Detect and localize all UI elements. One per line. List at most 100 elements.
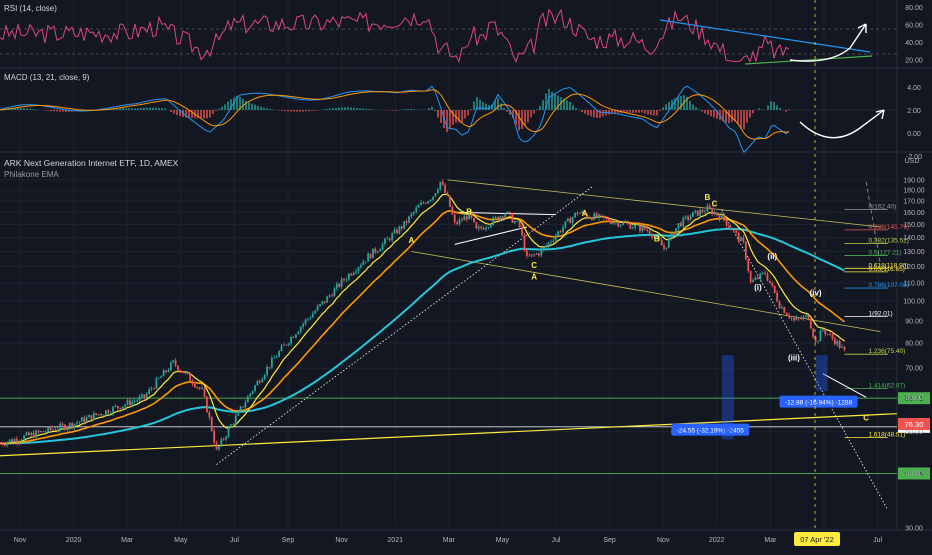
candle-body xyxy=(779,301,781,308)
time-tick: Nov xyxy=(335,537,348,544)
candle-body xyxy=(641,226,643,231)
candle-body xyxy=(341,279,343,287)
candle-body xyxy=(362,262,364,265)
macd-bar xyxy=(758,108,760,110)
candle-body xyxy=(257,381,259,385)
indicator-name: Philakone EMA xyxy=(4,170,59,179)
macd-bar xyxy=(119,108,121,110)
macd-bar xyxy=(587,110,589,115)
rsi-tick: 60.00 xyxy=(905,23,923,30)
candle-body xyxy=(820,331,822,342)
candle-body xyxy=(297,332,299,335)
candle-body xyxy=(285,345,287,346)
candle-body xyxy=(269,367,271,368)
macd-bar xyxy=(785,110,787,112)
candle-body xyxy=(189,373,191,380)
candle-body xyxy=(526,251,528,256)
candle-body xyxy=(168,370,170,372)
candle-body xyxy=(740,238,742,241)
candle-body xyxy=(321,301,323,304)
candle-body xyxy=(841,347,843,348)
macd-bar xyxy=(410,109,412,110)
macd-bar xyxy=(752,110,754,113)
candle-body xyxy=(692,212,694,217)
candle-body xyxy=(543,247,545,250)
candle-body xyxy=(33,433,35,438)
macd-bar xyxy=(728,110,730,123)
candle-body xyxy=(131,402,133,406)
candle-body xyxy=(247,396,249,402)
candle-body xyxy=(9,439,11,442)
candle-body xyxy=(793,318,795,320)
macd-bar xyxy=(47,110,49,111)
candle-body xyxy=(110,413,112,414)
candle-body xyxy=(52,430,54,431)
candle-body xyxy=(764,273,766,274)
candle-body xyxy=(678,223,680,228)
macd-bar xyxy=(263,108,265,110)
candle-body xyxy=(423,202,425,203)
candle-body xyxy=(504,213,506,217)
candle-body xyxy=(589,217,591,218)
macd-bar xyxy=(143,108,145,110)
macd-bar xyxy=(761,109,763,110)
candle-body xyxy=(180,370,182,371)
macd-bar xyxy=(134,108,136,110)
candle-body xyxy=(220,439,222,446)
candle-body xyxy=(435,193,437,196)
macd-bar xyxy=(32,109,34,110)
candle-body xyxy=(218,446,220,449)
candle-body xyxy=(721,214,723,219)
candle-body xyxy=(232,424,234,425)
candle-body xyxy=(319,304,321,306)
candle-body xyxy=(519,221,521,227)
candle-body xyxy=(76,423,78,424)
candle-body xyxy=(35,431,37,438)
candle-body xyxy=(278,351,280,357)
macd-bar xyxy=(164,108,166,110)
candle-body xyxy=(512,214,514,223)
candle-body xyxy=(682,218,684,227)
candle-body xyxy=(832,334,834,339)
macd-bar xyxy=(602,110,604,116)
macd-bar xyxy=(464,110,466,118)
candle-body xyxy=(829,334,831,335)
candle-body xyxy=(827,334,829,335)
candle-body xyxy=(391,233,393,240)
candle-body xyxy=(723,214,725,220)
macd-bar xyxy=(584,110,586,114)
macd-bar xyxy=(368,109,370,110)
candle-body xyxy=(290,337,292,343)
candle-body xyxy=(93,413,95,420)
macd-tick: 2.00 xyxy=(907,108,921,115)
candle-body xyxy=(355,271,357,273)
candle-body xyxy=(569,218,571,223)
candle-body xyxy=(307,318,309,319)
wave-label: A xyxy=(409,236,415,245)
macd-bar xyxy=(638,110,640,113)
candle-body xyxy=(437,189,439,193)
macd-bar xyxy=(281,110,283,111)
macd-bar xyxy=(17,108,19,110)
candle-body xyxy=(141,394,143,396)
price-tick: 60.00 xyxy=(905,395,923,402)
candle-body xyxy=(216,443,218,450)
candle-body xyxy=(21,440,23,441)
candle-body xyxy=(625,222,627,223)
candle-body xyxy=(160,376,162,378)
price-tick: 160.00 xyxy=(903,210,925,217)
candle-body xyxy=(235,416,237,425)
price-tick: 100.00 xyxy=(903,298,925,305)
candle-body xyxy=(54,430,56,431)
candle-body xyxy=(98,414,100,415)
candle-body xyxy=(694,210,696,212)
candle-body xyxy=(105,410,107,415)
candle-body xyxy=(839,341,841,348)
candle-body xyxy=(649,231,651,234)
candle-body xyxy=(548,242,550,245)
candle-body xyxy=(18,441,20,442)
macd-bar xyxy=(251,104,253,110)
candle-body xyxy=(2,443,4,444)
candle-body xyxy=(844,347,846,350)
